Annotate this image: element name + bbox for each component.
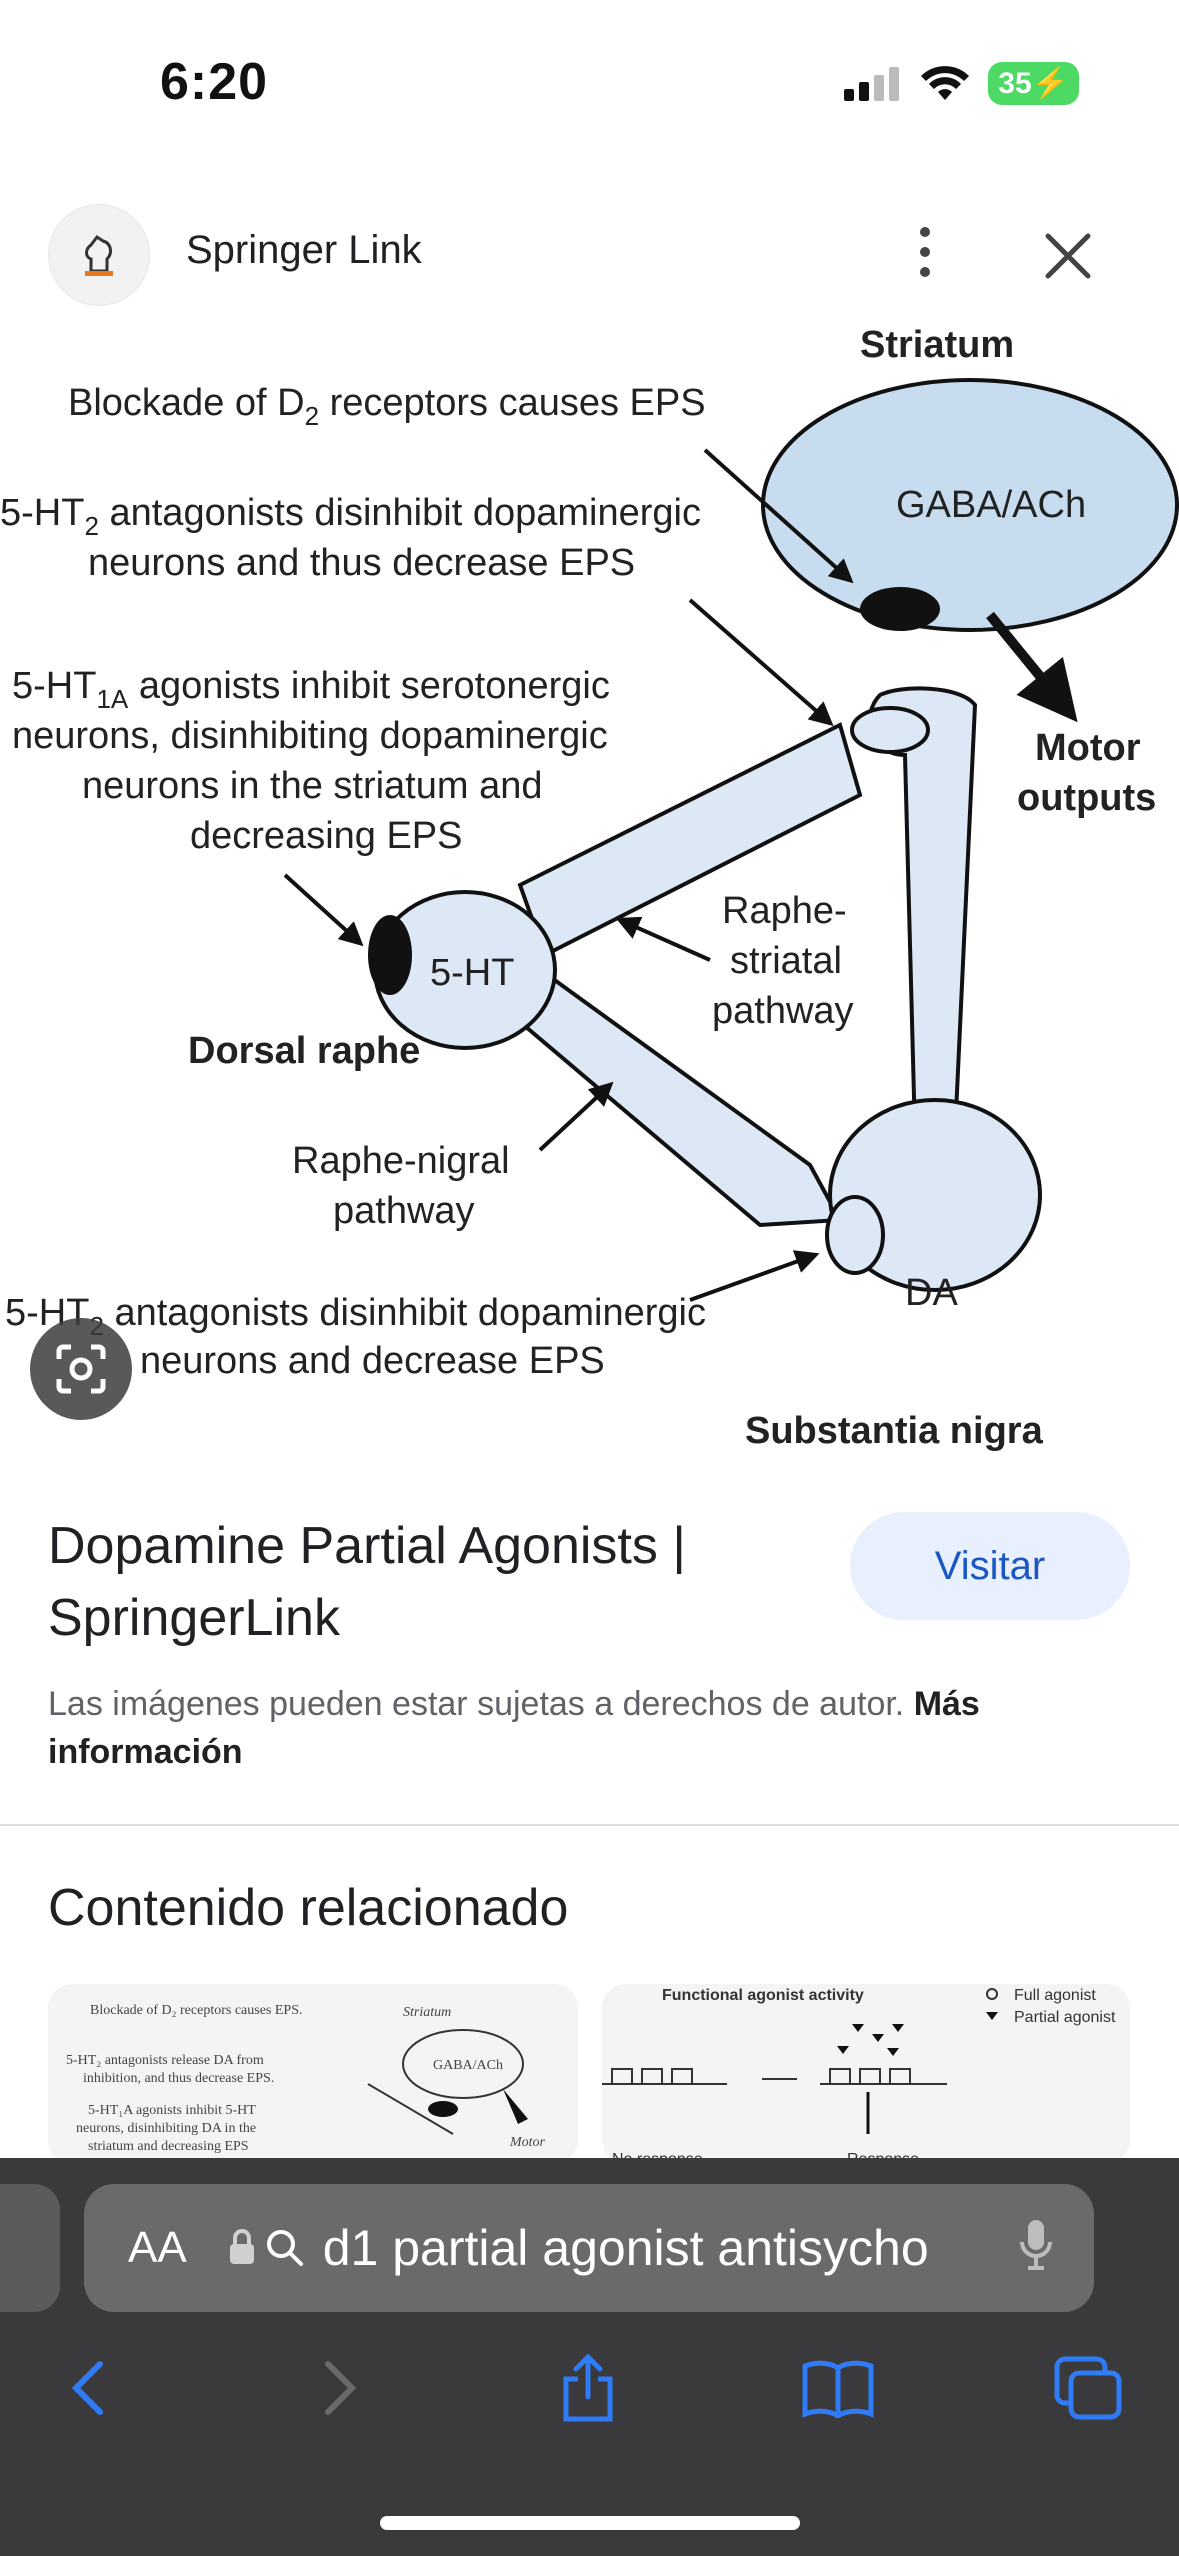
label-raphe-striatal-1: Raphe-: [722, 890, 847, 932]
motor-output-arrow: [990, 615, 1070, 713]
status-icons: 35⚡: [844, 62, 1079, 105]
cellular-signal-icon: [844, 67, 902, 101]
thumb2-receptors-left: [602, 2069, 727, 2084]
visit-button[interactable]: Visitar: [850, 1512, 1130, 1620]
wifi-icon: [920, 66, 970, 102]
result-title[interactable]: Dopamine Partial Agonists | SpringerLink: [48, 1510, 808, 1654]
thumb1-line6: striatum and decreasing EPS: [88, 2139, 249, 2154]
share-button[interactable]: [548, 2348, 628, 2428]
label-ht1a-line4: decreasing EPS: [190, 815, 463, 857]
label-raphe-nigral-2: pathway: [333, 1190, 475, 1232]
dopamine-axon: [870, 688, 975, 1135]
bookmarks-button[interactable]: [798, 2348, 878, 2428]
site-name[interactable]: Springer Link: [186, 228, 422, 273]
thumbnail-1-figure: Blockade of D₂ receptors causes EPS. Str…: [48, 1984, 578, 2164]
result-image[interactable]: Striatum GABA/ACh Motor outputs Blockade…: [0, 315, 1179, 1465]
site-favicon[interactable]: [48, 204, 150, 306]
raphe-striatal-arrow: [620, 920, 710, 960]
related-thumbnail-1[interactable]: Blockade of D₂ receptors causes EPS. Str…: [48, 1984, 578, 2164]
nigral-terminal: [827, 1197, 883, 1273]
label-outputs: outputs: [1017, 777, 1156, 819]
previous-tab-preview[interactable]: [0, 2184, 60, 2312]
forward-button[interactable]: [300, 2348, 380, 2428]
label-ht2-line1: 5-HT2 antagonists disinhibit dopaminergi…: [0, 492, 701, 541]
thumb2-partial-agonist-marker: [986, 2012, 998, 2020]
microphone-icon[interactable]: [1018, 2218, 1054, 2274]
copyright-text: Las imágenes pueden estar sujetas a dere…: [48, 1685, 904, 1723]
label-gaba-ach: GABA/ACh: [896, 484, 1086, 526]
chevron-left-icon: [68, 2358, 108, 2418]
ht1a-arrow: [285, 875, 360, 943]
close-icon[interactable]: [1040, 228, 1096, 284]
label-da: DA: [905, 1272, 958, 1314]
reader-options-button[interactable]: AA: [128, 2223, 187, 2273]
charging-bolt-icon: ⚡: [1032, 67, 1069, 100]
label-raphe-striatal-2: striatal: [730, 940, 842, 982]
share-icon: [558, 2353, 618, 2423]
label-dorsal-raphe: Dorsal raphe: [188, 1030, 420, 1072]
tabs-icon: [1053, 2355, 1123, 2421]
label-ht1a-line1: 5-HT1A agonists inhibit serotonergic: [12, 665, 610, 714]
lens-icon: [51, 1339, 111, 1399]
thumb1-line4: 5-HT₁A agonists inhibit 5-HT: [88, 2103, 256, 2118]
label-ht1a-line2: neurons, disinhibiting dopaminergic: [12, 715, 608, 757]
thumb1-motor-arrow: [503, 2089, 528, 2124]
label-striatum: Striatum: [860, 324, 1014, 366]
thumb2-receptors-right: [820, 2069, 947, 2084]
label-ht2-line2: neurons and thus decrease EPS: [88, 542, 635, 584]
raphe-nigral-arrow: [540, 1085, 610, 1150]
thumb2-legend-partial: Partial agonist: [1014, 2009, 1116, 2026]
tabs-button[interactable]: [1048, 2348, 1128, 2428]
label-substantia-nigra: Substantia nigra: [745, 1410, 1044, 1452]
thumb1-line1: Blockade of D₂ receptors causes EPS.: [90, 2003, 303, 2018]
ht2-arrow: [690, 600, 830, 723]
label-5ht: 5-HT: [430, 952, 514, 994]
axon-terminal: [852, 708, 928, 752]
divider: [0, 1824, 1179, 1826]
ht1a-receptor-marker: [368, 915, 412, 995]
related-thumbnail-2[interactable]: Functional agonist activity Full agonist…: [602, 1984, 1130, 2164]
home-indicator[interactable]: [380, 2516, 800, 2530]
thumb2-full-agonist-marker: [987, 1989, 997, 1999]
search-icon: [265, 2228, 305, 2268]
thumb2-title: Functional agonist activity: [662, 1987, 864, 2004]
thumb2-agonist-markers: [837, 2024, 904, 2056]
label-motor: Motor: [1035, 727, 1141, 769]
related-heading: Contenido relacionado: [48, 1878, 568, 1938]
copyright-notice: Las imágenes pueden estar sujetas a dere…: [48, 1680, 1128, 1776]
back-button[interactable]: [48, 2348, 128, 2428]
thumb1-receptor: [428, 2101, 458, 2117]
thumb1-gaba: GABA/ACh: [433, 2058, 503, 2073]
thumbnail-2-figure: Functional agonist activity Full agonist…: [602, 1984, 1130, 2164]
springer-horse-icon: [77, 231, 121, 279]
d2-receptor-marker: [860, 587, 940, 631]
url-text[interactable]: d1 partial agonist antisycho: [323, 2219, 983, 2277]
visual-search-button[interactable]: [30, 1318, 132, 1420]
thumb2-legend-full: Full agonist: [1014, 1987, 1096, 2004]
battery-level: 35: [998, 67, 1031, 100]
thumb1-line3: inhibition, and thus decrease EPS.: [83, 2071, 274, 2086]
more-options-icon[interactable]: [910, 222, 940, 282]
label-raphe-nigral-1: Raphe-nigral: [292, 1140, 510, 1182]
thumb1-motor: Motor: [509, 2135, 546, 2150]
label-raphe-striatal-3: pathway: [712, 990, 854, 1032]
chevron-right-icon: [320, 2358, 360, 2418]
thumb1-line2: 5-HT₂ antagonists release DA from: [66, 2053, 264, 2068]
address-bar[interactable]: AA d1 partial agonist antisycho: [84, 2184, 1094, 2312]
lock-icon: [227, 2228, 257, 2268]
status-time: 6:20: [160, 52, 268, 112]
label-ht2b-line2: neurons and decrease EPS: [140, 1340, 605, 1382]
battery-indicator: 35⚡: [988, 62, 1079, 105]
label-ht1a-line3: neurons in the striatum and: [82, 765, 543, 807]
book-icon: [801, 2358, 875, 2418]
label-blockade: Blockade of D2 receptors causes EPS: [68, 382, 706, 431]
ht2b-arrow: [690, 1255, 815, 1300]
thumb1-striatum: Striatum: [403, 2005, 451, 2020]
thumb1-line5: neurons, disinhibiting DA in the: [76, 2121, 256, 2136]
